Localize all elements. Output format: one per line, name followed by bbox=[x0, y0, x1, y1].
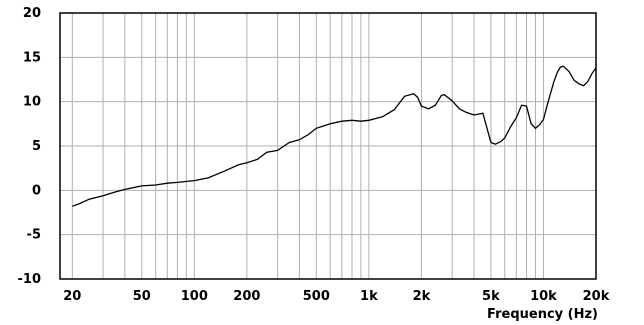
response-curve bbox=[72, 65, 597, 207]
x-tick-label: 5k bbox=[482, 289, 500, 304]
grid bbox=[60, 12, 597, 280]
x-tick-label: 1k bbox=[360, 289, 378, 304]
x-tick-label: 500 bbox=[303, 289, 330, 304]
x-tick-label: 20 bbox=[63, 289, 81, 304]
y-tick-label: 5 bbox=[32, 139, 41, 154]
y-tick-label: 15 bbox=[23, 50, 41, 65]
y-tick-label: -5 bbox=[27, 228, 41, 243]
y-tick-label: 20 bbox=[23, 6, 41, 21]
y-tick-label: 10 bbox=[23, 95, 41, 110]
x-tick-label: 100 bbox=[181, 289, 208, 304]
y-axis-ticks: 20 15 10 5 0 -5 -10 bbox=[18, 6, 42, 287]
x-tick-label: 20k bbox=[583, 289, 610, 304]
x-axis-ticks: 20 50 100 200 500 1k 2k 5k 10k 20k bbox=[63, 289, 609, 304]
y-tick-label: 0 bbox=[32, 183, 41, 198]
x-tick-label: 2k bbox=[413, 289, 431, 304]
x-tick-label: 50 bbox=[133, 289, 151, 304]
x-tick-label: 10k bbox=[530, 289, 557, 304]
x-tick-label: 200 bbox=[233, 289, 260, 304]
x-axis-label: Frequency (Hz) bbox=[487, 307, 598, 322]
y-tick-label: -10 bbox=[18, 272, 42, 287]
plot-frame bbox=[59, 12, 597, 280]
